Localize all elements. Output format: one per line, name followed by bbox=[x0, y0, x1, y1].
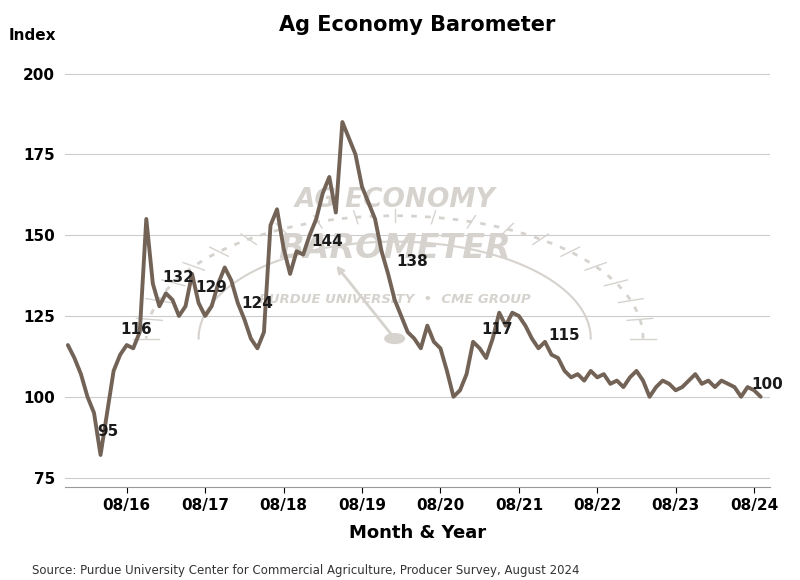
Text: 129: 129 bbox=[195, 280, 227, 295]
Text: 138: 138 bbox=[396, 254, 428, 269]
Text: BAROMETER: BAROMETER bbox=[278, 231, 511, 264]
Text: 144: 144 bbox=[311, 234, 342, 249]
X-axis label: Month & Year: Month & Year bbox=[349, 524, 486, 542]
Circle shape bbox=[385, 334, 405, 343]
Text: 95: 95 bbox=[98, 423, 118, 438]
Text: 116: 116 bbox=[120, 322, 152, 337]
Text: 100: 100 bbox=[751, 376, 782, 392]
Text: 124: 124 bbox=[241, 296, 273, 311]
Text: AG ECONOMY: AG ECONOMY bbox=[294, 187, 495, 213]
Text: 117: 117 bbox=[481, 322, 513, 337]
Title: Ag Economy Barometer: Ag Economy Barometer bbox=[279, 15, 556, 35]
Text: Source: Purdue University Center for Commercial Agriculture, Producer Survey, Au: Source: Purdue University Center for Com… bbox=[32, 564, 579, 577]
Text: 132: 132 bbox=[162, 270, 194, 285]
Text: Index: Index bbox=[8, 28, 56, 44]
Text: 115: 115 bbox=[548, 328, 580, 343]
Text: PURDUE UNIVERSITY  •  CME GROUP: PURDUE UNIVERSITY • CME GROUP bbox=[258, 293, 530, 306]
